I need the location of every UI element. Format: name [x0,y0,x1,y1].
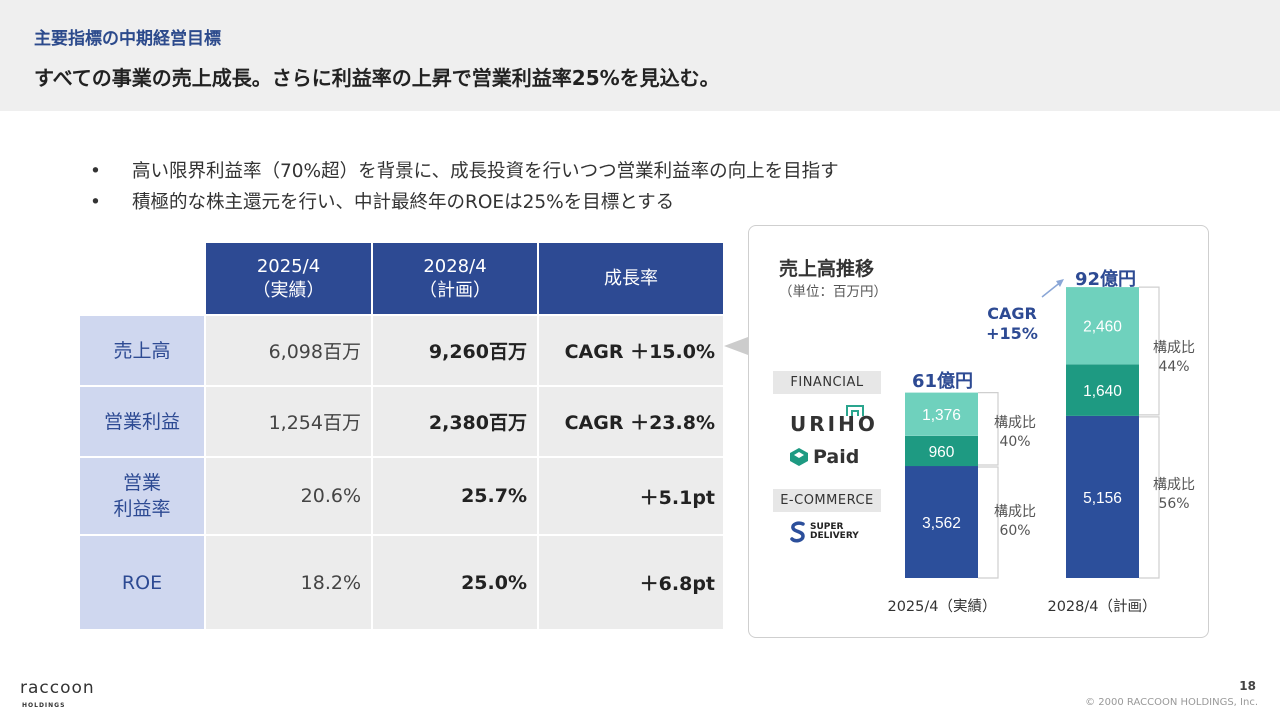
bar-segment-paid [905,435,978,467]
row-label-line: 利益率 [113,498,171,520]
super-delivery-logo-icon [790,521,805,543]
col-header-growth: 成長率 [537,241,725,316]
row-label-revenue: 売上高 [78,314,206,387]
raccoon-logo-text: raccoon [20,678,95,698]
slide-title: すべての事業の売上成長。さらに利益率の上昇で営業利益率25%を見込む。 [34,66,720,90]
cell-plan: 2,380百万 [371,385,539,458]
bar-segment-uriho [905,392,978,436]
col-header-line: 成長率 [604,267,658,289]
cell-actual: 1,254百万 [204,385,373,458]
table-header-row: 2025/4 （実績） 2028/4 （計画） 成長率 [78,241,725,316]
table-corner [78,241,206,316]
bullet-item: • 高い限界利益率（70%超）を背景に、成長投資を行いつつ営業利益率の向上を目指… [90,156,839,187]
ecommerce-bracket [978,466,999,579]
cell-growth: CAGR ＋15.0% [537,314,725,387]
paid-logo-text: Paid [813,446,860,468]
segment-label-ecommerce: E-COMMERCE [773,489,881,512]
row-label-line: 営業 [122,472,161,494]
bullet-mark: • [90,161,101,182]
raccoon-logo-sub: HOLDINGS [22,702,66,709]
bar-segment-sd [1066,415,1139,578]
bar-value-label: 2,460 [1083,319,1122,336]
uriho-house-icon [846,405,864,416]
financial-bracket [1139,286,1160,416]
bullet-text: 高い限界利益率（70%超）を背景に、成長投資を行いつつ営業利益率の向上を目指す [132,161,839,182]
cell-growth: ＋6.8pt [537,534,725,631]
page-number: 18 [1239,679,1256,693]
logo-line: SUPER [810,522,844,532]
cell-plan: 25.7% [371,456,539,536]
table-row: 営業利益 1,254百万 2,380百万 CAGR ＋23.8% [78,385,725,458]
bar-value-label: 5,156 [1083,490,1122,507]
col-header-plan: 2028/4 （計画） [371,241,539,316]
cell-plan: 9,260百万 [371,314,539,387]
ecommerce-bracket [1139,416,1160,579]
col-header-line: 2025/4 [256,255,321,277]
cell-actual: 18.2% [204,534,373,631]
row-label-roe: ROE [78,534,206,631]
bullet-item: • 積極的な株主還元を行い、中計最終年のROEは25%を目標とする [90,187,839,218]
bar-value-label: 1,376 [922,407,961,424]
cell-growth: CAGR ＋23.8% [537,385,725,458]
cell-plan: 25.0% [371,534,539,631]
chart-title: 売上高推移 [779,258,875,280]
uriho-logo: URIHO [790,412,878,436]
col-header-line: （実績） [252,279,325,301]
col-header-line: 2028/4 [423,255,487,277]
bar-segment-paid [1066,364,1139,416]
cell-actual: 20.6% [204,456,373,536]
table-row: ROE 18.2% 25.0% ＋6.8pt [78,534,725,631]
slide-header: 主要指標の中期経営目標 すべての事業の売上成長。さらに利益率の上昇で営業利益率2… [0,0,1280,111]
bar-value-label: 3,562 [922,515,961,532]
callout-pointer [724,337,748,355]
cagr-arrow-head [1056,279,1064,287]
super-delivery-logo-text: SUPER DELIVERY [810,523,859,541]
segment-label-financial: FINANCIAL [773,371,881,394]
bar-value-label: 1,640 [1083,383,1122,400]
bar-segment-sd [905,466,978,578]
row-label-operating-profit: 営業利益 [78,385,206,458]
cell-actual: 6,098百万 [204,314,373,387]
bar-segment-uriho [1066,287,1139,365]
slide-subtitle: 主要指標の中期経営目標 [34,29,221,49]
bullet-list: • 高い限界利益率（70%超）を背景に、成長投資を行いつつ営業利益率の向上を目指… [90,156,839,218]
table-row: 売上高 6,098百万 9,260百万 CAGR ＋15.0% [78,314,725,387]
raccoon-logo: raccoon HOLDINGS [20,678,95,709]
kpi-table: 2025/4 （実績） 2028/4 （計画） 成長率 売上高 6,098百万 … [78,241,725,631]
financial-bracket [978,392,999,466]
col-header-actual: 2025/4 （実績） [204,241,373,316]
bar-value-label: 960 [929,444,955,461]
paid-logo-icon [790,448,808,466]
row-label-operating-margin: 営業 利益率 [78,456,206,536]
col-header-line: （計画） [419,279,491,301]
cell-growth: ＋5.1pt [537,456,725,536]
table-row: 営業 利益率 20.6% 25.7% ＋5.1pt [78,456,725,536]
copyright-text: © 2000 RACCOON HOLDINGS, Inc. [1085,697,1258,708]
bullet-text: 積極的な株主還元を行い、中計最終年のROEは25%を目標とする [132,192,675,213]
logo-line: DELIVERY [810,531,859,541]
chart-unit: （単位：百万円） [779,284,887,300]
bullet-mark: • [90,192,101,213]
